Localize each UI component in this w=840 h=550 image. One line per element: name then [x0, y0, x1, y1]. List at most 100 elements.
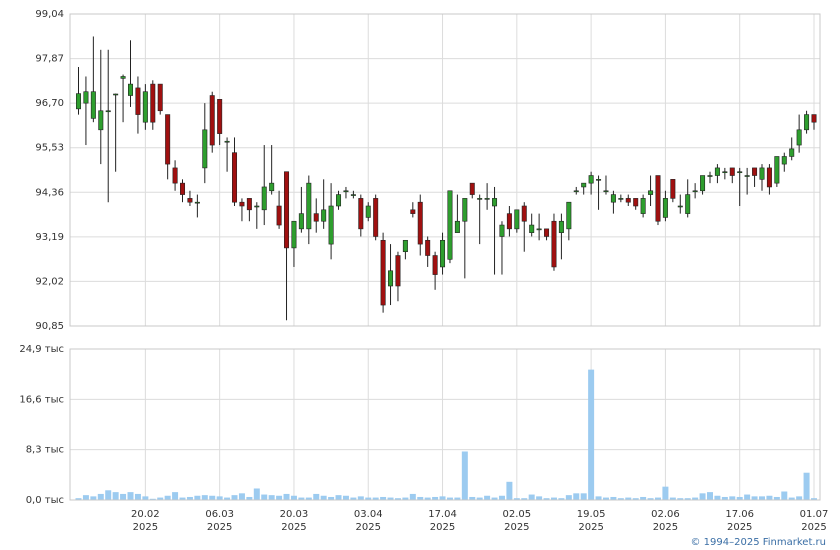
candle-body	[165, 114, 171, 165]
volume-bar	[261, 494, 268, 500]
volume-bar	[528, 494, 535, 500]
volume-bar	[380, 496, 387, 500]
volume-bar	[469, 496, 476, 500]
candle-body	[737, 171, 743, 174]
candle-body	[796, 129, 802, 146]
volume-bar	[149, 498, 156, 500]
candle-body	[187, 198, 193, 203]
volume-bar	[246, 496, 253, 500]
volume-bar	[231, 495, 238, 500]
candle-body	[402, 239, 408, 253]
candle-body	[194, 201, 200, 204]
candle-body	[766, 167, 772, 188]
volume-bar	[387, 497, 394, 500]
candle-body	[336, 194, 342, 207]
x-tick-year: 2025	[727, 522, 752, 533]
volume-bar	[632, 498, 639, 500]
volume-bar	[729, 496, 736, 500]
candle-body	[417, 201, 423, 245]
volume-bar	[654, 497, 661, 500]
x-tick-year: 2025	[504, 522, 529, 533]
y2-tick-label: 16,6 тыс	[19, 394, 64, 405]
candle-body	[373, 198, 379, 237]
candle-body	[358, 198, 364, 230]
volume-bar	[744, 494, 751, 500]
candle-body	[596, 179, 602, 181]
candle-body	[98, 110, 104, 131]
volume-bar	[565, 495, 572, 500]
x-tick-label: 20.02	[131, 509, 160, 520]
candle-body	[395, 255, 401, 287]
volume-bar	[342, 495, 349, 500]
volume-bar	[164, 495, 171, 500]
candle-body	[217, 99, 223, 134]
volume-bar	[617, 498, 624, 500]
volume-bar	[335, 495, 342, 500]
y-tick-label: 95,53	[35, 143, 64, 154]
candle-body	[477, 198, 483, 200]
y-tick-label: 90,85	[35, 321, 64, 332]
volume-bar	[536, 496, 543, 500]
volume-bar	[276, 495, 283, 500]
volume-bar	[90, 496, 97, 500]
candle-body	[774, 156, 780, 184]
candle-body	[469, 182, 475, 195]
volume-bar	[543, 498, 550, 500]
candle-body	[484, 198, 490, 200]
volume-bar	[357, 496, 364, 500]
candle-body	[224, 140, 230, 143]
candle-body	[261, 186, 267, 211]
x-tick-year: 2025	[578, 522, 603, 533]
candle-body	[306, 182, 312, 230]
candle-body	[425, 239, 431, 256]
volume-bar	[186, 496, 193, 500]
volume-bar	[595, 496, 602, 500]
volume-bar	[647, 498, 654, 500]
candle-body	[380, 239, 386, 306]
candle-body	[202, 129, 208, 169]
y2-tick-label: 8,3 тыс	[26, 445, 64, 456]
volume-bar	[484, 495, 491, 500]
copyright[interactable]: © 1994–2025 Finmarket.ru	[690, 537, 826, 548]
candle-body	[447, 190, 453, 260]
volume-bar	[491, 497, 498, 500]
candle-body	[83, 91, 89, 104]
candle-body	[707, 175, 713, 177]
volume-bar	[521, 498, 528, 500]
candle-body	[781, 156, 787, 165]
volume-bar	[736, 496, 743, 500]
x-tick-year: 2025	[207, 522, 232, 533]
candle-body	[759, 167, 765, 180]
volume-bar	[446, 497, 453, 500]
volume-bar	[781, 491, 788, 500]
volume-bar	[714, 495, 721, 500]
candle-body	[625, 198, 631, 203]
candle-body	[135, 87, 141, 115]
volume-bar	[506, 481, 513, 500]
candle-body	[558, 220, 564, 233]
volume-bar	[625, 497, 632, 500]
candle-body	[105, 110, 111, 113]
x-tick-label: 03.04	[354, 509, 383, 520]
volume-bar	[305, 497, 312, 500]
volume-bar	[476, 497, 483, 500]
candle-body	[209, 95, 215, 146]
candle-body	[313, 213, 319, 222]
x-tick-label: 20.03	[280, 509, 309, 520]
x-tick-year: 2025	[801, 522, 826, 533]
volume-bar	[796, 496, 803, 500]
candle-body	[618, 198, 624, 200]
y2-tick-label: 0,0 тыс	[26, 495, 64, 506]
x-tick-year: 2025	[133, 522, 158, 533]
candle-body	[284, 171, 290, 249]
volume-bar	[498, 495, 505, 500]
volume-bar	[394, 498, 401, 500]
volume-bar	[313, 493, 320, 500]
volume-bar	[216, 496, 223, 500]
volume-bar	[588, 369, 595, 500]
volume-bar	[409, 493, 416, 500]
x-tick-label: 02.05	[503, 509, 532, 520]
volume-bar	[558, 498, 565, 500]
volume-bar	[172, 492, 179, 500]
